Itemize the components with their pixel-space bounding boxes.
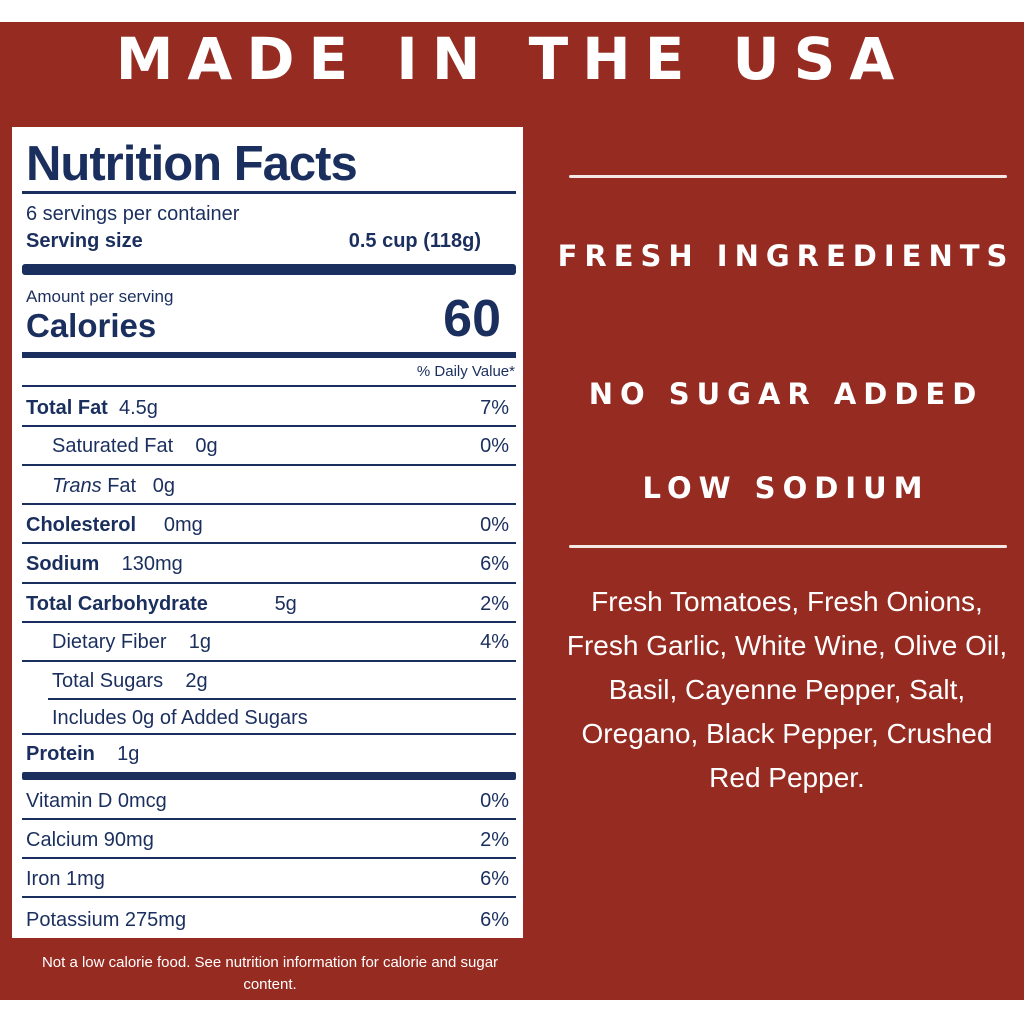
claim-no-sugar-added: NO SUGAR ADDED [588, 377, 984, 411]
vitamin-row-potassium: Potassium 275mg [26, 909, 187, 931]
servings-per-container: 6 servings per container [26, 203, 240, 225]
rule [22, 425, 516, 427]
nutrient-name: Dietary Fiber [52, 631, 167, 653]
nutrient-row-trans-fat: Trans Fat 0g [52, 474, 175, 498]
rule [22, 621, 516, 623]
nutrient-row-added-sugars: Includes 0g of Added Sugars [52, 707, 308, 729]
vitamin-dv: 6% [480, 868, 509, 890]
calories-label: Calories [26, 307, 157, 344]
nutrient-dv: 7% [480, 397, 509, 419]
nutrition-facts-title: Nutrition Facts [26, 137, 358, 191]
rule [22, 733, 516, 735]
rule [48, 698, 516, 700]
nutrient-amount: 1g [117, 743, 140, 765]
nutrient-name: Fat [107, 475, 137, 497]
nutrient-dv: 6% [480, 553, 509, 575]
nutrient-amount: 5g [274, 593, 297, 615]
nutrient-name: Total Carbohydrate [26, 593, 208, 615]
vitamin-row-calcium: Calcium 90mg [26, 829, 154, 851]
rule [22, 503, 516, 505]
nutrition-facts-label: Nutrition Facts 6 servings per container… [12, 127, 523, 938]
nutrient-name: Cholesterol [26, 514, 137, 536]
nutrient-dv: 0% [480, 435, 509, 457]
nutrient-name: Sodium [26, 553, 100, 575]
rule [22, 857, 516, 859]
claim-fresh-ingredients: FRESH INGREDIENTS [557, 239, 1015, 273]
ingredients-list: Fresh Tomatoes, Fresh Onions, Fresh Garl… [566, 586, 1008, 793]
nutrient-row-total-sugars: Total Sugars 2g [52, 669, 208, 693]
nutrient-name: Saturated Fat [52, 435, 174, 457]
nutrient-name: Total Fat [26, 397, 108, 419]
nutrient-name: Total Sugars [52, 670, 164, 692]
divider-bottom [569, 545, 1007, 548]
rule [22, 896, 516, 898]
nutrient-amount: 1g [188, 631, 211, 653]
claim-low-sodium: LOW SODIUM [642, 471, 930, 505]
nutrient-row-total-fat: Total Fat 4.5g [26, 396, 158, 420]
nutrient-name-italic: Trans [52, 475, 102, 497]
vitamin-dv: 2% [480, 829, 509, 851]
nutrient-amount: 0g [195, 435, 218, 457]
calories-value: 60 [443, 290, 501, 348]
daily-value-header: % Daily Value* [416, 363, 515, 380]
rule [22, 464, 516, 466]
serving-size-label: Serving size [26, 230, 143, 252]
nutrient-name: Protein [26, 743, 95, 765]
rule [22, 542, 516, 544]
vitamin-dv: 6% [480, 909, 509, 931]
nutrient-amount: 2g [185, 670, 208, 692]
footnote: Not a low calorie food. See nutrition in… [41, 954, 499, 993]
nutrient-amount: 130mg [121, 553, 183, 575]
rule [22, 191, 516, 194]
rule [22, 660, 516, 662]
nutrient-row-dietary-fiber: Dietary Fiber 1g [52, 630, 211, 654]
rule [22, 818, 516, 820]
nutrient-dv: 4% [480, 631, 509, 653]
nutrient-row-saturated-fat: Saturated Fat 0g [52, 434, 218, 458]
vitamin-dv: 0% [480, 790, 509, 812]
rule [22, 385, 516, 387]
nutrient-amount: 0g [152, 475, 176, 497]
nutrient-amount: 0mg [163, 514, 203, 536]
amount-per-serving: Amount per serving [26, 287, 174, 306]
nutrient-amount: 4.5g [118, 397, 158, 419]
divider-top [569, 175, 1007, 178]
medium-rule [22, 352, 516, 358]
nutrient-row-protein: Protein 1g [26, 742, 139, 766]
headline: MADE IN THE USA [115, 25, 909, 93]
rule [22, 582, 516, 584]
vitamin-row-vitamin-d: Vitamin D 0mcg [26, 790, 167, 812]
thick-rule [22, 264, 516, 275]
nutrient-row-total-carbohydrate: Total Carbohydrate 5g [26, 592, 297, 616]
nutrient-dv: 2% [480, 593, 509, 615]
nutrient-dv: 0% [480, 514, 509, 536]
serving-size-value: 0.5 cup (118g) [348, 230, 481, 252]
nutrient-row-cholesterol: Cholesterol 0mg [26, 513, 203, 537]
vitamin-row-iron: Iron 1mg [26, 868, 105, 890]
thick-rule [22, 772, 516, 780]
nutrient-row-sodium: Sodium 130mg [26, 552, 183, 576]
